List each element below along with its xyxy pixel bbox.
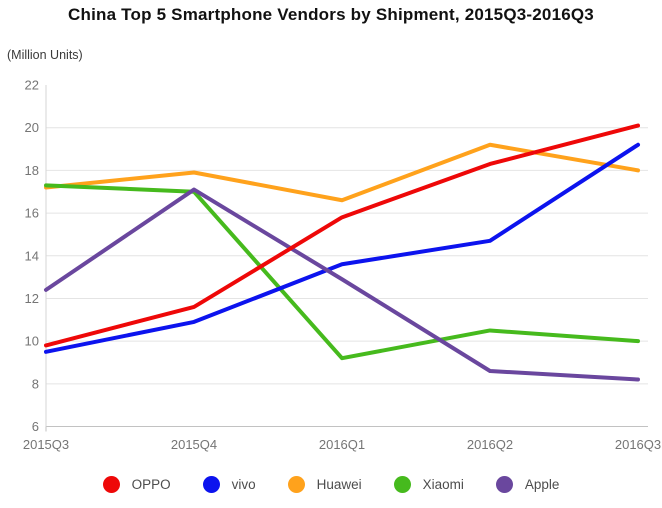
y-tick-label: 10 [25,334,39,349]
y-tick-label: 8 [32,376,39,391]
legend-label: vivo [231,477,256,492]
series-line-huawei [44,142,640,203]
y-tick-label: 18 [25,163,39,178]
legend-label: Apple [524,477,560,492]
x-tick-label: 2016Q2 [467,437,513,452]
series-line-apple [44,187,640,382]
series-line-oppo [44,123,640,348]
legend-item-oppo: OPPO [102,476,171,493]
x-tick-label: 2015Q4 [171,437,217,452]
x-tick-label: 2016Q1 [319,437,365,452]
legend-dot-icon [287,476,305,493]
chart-title: China Top 5 Smartphone Vendors by Shipme… [68,5,594,24]
y-tick-label: 20 [25,120,39,135]
series-line-xiaomi [44,183,640,361]
legend-item-apple: Apple [495,476,560,493]
legend-label: Xiaomi [422,477,464,492]
legend-dot-icon [102,476,120,493]
legend-label: OPPO [131,477,171,492]
legend-item-xiaomi: Xiaomi [393,476,464,493]
y-tick-label: 16 [25,206,39,221]
x-tick-label: 2015Q3 [23,437,69,452]
legend: OPPO vivo Huawei Xiaomi Apple [0,476,662,493]
legend-label: Huawei [316,477,362,492]
y-tick-label: 6 [32,419,39,434]
legend-item-huawei: Huawei [287,476,362,493]
legend-dot-icon [202,476,220,493]
x-tick-label: 2016Q3 [615,437,661,452]
y-tick-label: 12 [25,291,39,306]
y-tick-label: 14 [25,248,39,263]
legend-item-vivo: vivo [202,476,256,493]
y-tick-label: 22 [25,78,39,93]
series-line-vivo [44,142,640,354]
legend-dot-icon [393,476,411,493]
legend-dot-icon [495,476,513,493]
y-axis-unit-label: (Million Units) [7,48,83,62]
